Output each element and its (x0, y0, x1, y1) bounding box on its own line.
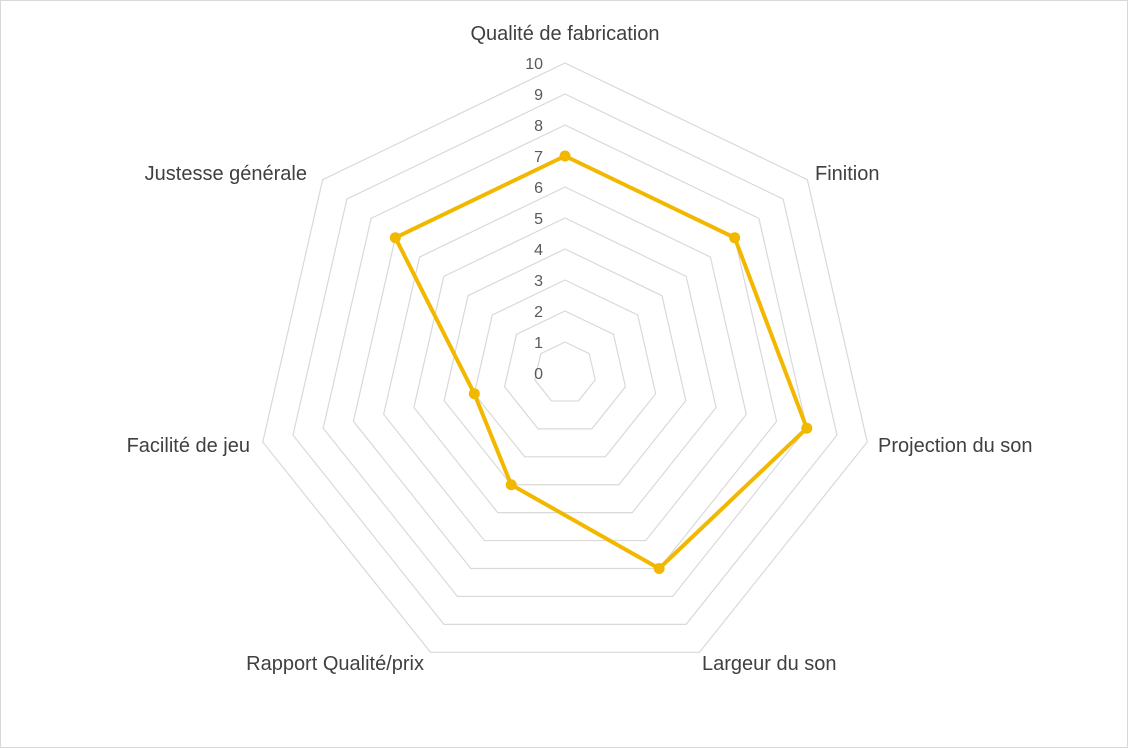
grid-ring-9 (292, 93, 838, 625)
tick-label: 0 (534, 366, 543, 383)
tick-label: 3 (534, 273, 543, 290)
category-label: Rapport Qualité/prix (246, 653, 424, 675)
category-label: Justesse générale (145, 163, 307, 185)
data-point (653, 563, 665, 575)
grid-ring-5 (413, 217, 717, 514)
tick-label: 6 (534, 180, 543, 197)
tick-label: 5 (534, 211, 543, 228)
grid-ring-7 (352, 155, 778, 570)
grid-ring-1 (534, 341, 596, 402)
data-point (729, 232, 741, 244)
series-layer (389, 150, 813, 575)
data-point (389, 232, 401, 244)
category-label: Qualité de fabrication (470, 23, 659, 45)
data-point (559, 150, 571, 162)
grid-ring-10 (262, 62, 868, 653)
category-label: Projection du son (878, 435, 1033, 457)
data-point (505, 479, 517, 491)
category-labels: Qualité de fabrication Finition Projection… (127, 23, 1033, 675)
tick-label: 8 (534, 118, 543, 135)
tick-label: 10 (525, 56, 543, 73)
grid-ring-8 (322, 124, 808, 598)
category-label: Facilité de jeu (127, 435, 250, 457)
data-point (801, 422, 813, 434)
tick-label: 2 (534, 304, 543, 321)
category-label: Largeur du son (702, 653, 837, 675)
tick-label: 1 (534, 335, 543, 352)
series-line (393, 154, 809, 571)
tick-label: 9 (534, 87, 543, 104)
tick-label: 7 (534, 149, 543, 166)
grid-ring-3 (473, 279, 657, 458)
grid-ring-6 (383, 186, 747, 542)
grid-ring-4 (443, 248, 687, 486)
data-point (468, 388, 480, 400)
grid-layer (262, 62, 868, 653)
category-label: Finition (815, 163, 879, 185)
tick-label: 4 (534, 242, 543, 259)
grid-ring-2 (503, 310, 627, 430)
tick-labels: 0 1 2 3 4 5 6 7 8 9 10 (525, 56, 543, 383)
